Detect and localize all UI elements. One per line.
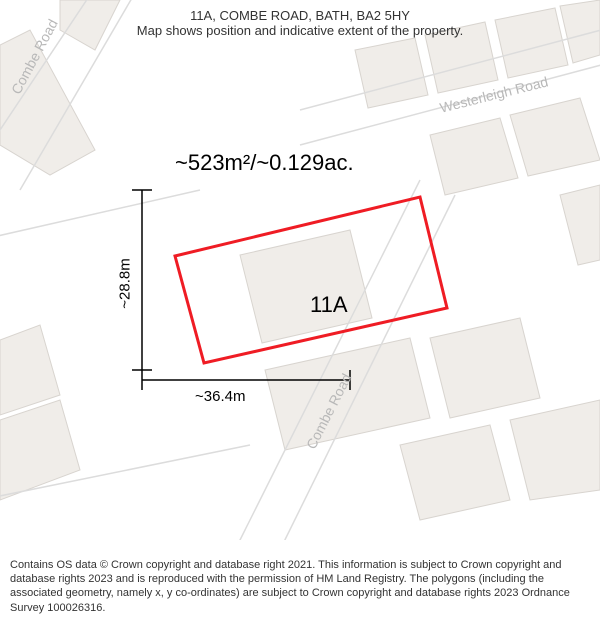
map-svg (0, 0, 600, 540)
header: 11A, COMBE ROAD, BATH, BA2 5HY Map shows… (0, 0, 600, 42)
plot-label: 11A (310, 292, 348, 318)
dimension-width-label: ~36.4m (195, 388, 245, 405)
buildings-group (0, 0, 600, 520)
page-subtitle: Map shows position and indicative extent… (20, 23, 580, 38)
page-title: 11A, COMBE ROAD, BATH, BA2 5HY (20, 8, 580, 23)
dimension-height-label: ~28.8m (117, 258, 134, 308)
footer-copyright: Contains OS data © Crown copyright and d… (0, 550, 600, 625)
area-label: ~523m²/~0.129ac. (175, 150, 354, 176)
